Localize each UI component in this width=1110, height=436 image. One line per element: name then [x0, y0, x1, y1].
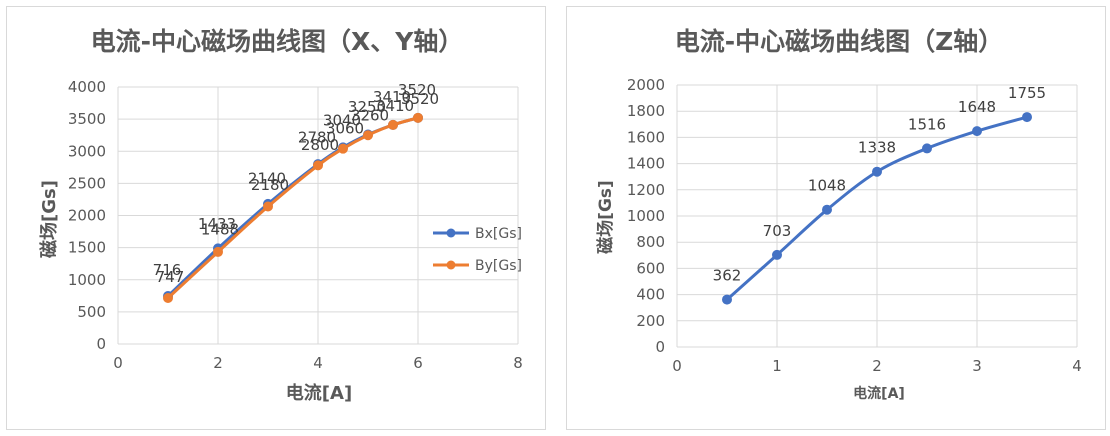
x-tick-label: 2: [872, 357, 882, 375]
y-tick-label: 1400: [627, 155, 665, 173]
y-tick-label: 1000: [627, 207, 665, 225]
chart-panel-xy: 电流-中心磁场曲线图（X、Y轴） 电流[A] 磁场[Gs] 0 500 1000 15…: [6, 6, 546, 430]
x-tick-label: 6: [413, 354, 423, 372]
y-axis-title: 磁场[Gs]: [38, 180, 60, 258]
y-tick-label: 4000: [68, 78, 106, 96]
data-point: [722, 294, 732, 305]
data-point: [1022, 112, 1032, 123]
y-tick-label: 2500: [68, 174, 106, 192]
y-tick-label: 1800: [627, 102, 665, 120]
data-point: [313, 160, 323, 171]
data-label: 747: [156, 268, 185, 286]
x-tick-label: 3: [972, 357, 982, 375]
data-label: 2800: [301, 136, 339, 154]
data-label: 3410: [376, 97, 414, 115]
data-point: [363, 130, 373, 141]
data-point: [772, 249, 782, 260]
chart-panel-z: 电流-中心磁场曲线图（Z轴） 电流[A] 磁场[Gs] 0 200 400 600 80…: [566, 6, 1106, 430]
data-point: [413, 112, 423, 123]
legend-label: Bx[Gs]: [475, 226, 522, 242]
y-tick-label: 800: [636, 233, 665, 251]
data-label: 1048: [808, 177, 846, 195]
data-label: 1433: [198, 215, 236, 233]
y-tick-label: 1500: [68, 239, 106, 257]
y-tick-label: 500: [77, 303, 106, 321]
data-label: 716: [153, 261, 182, 279]
data-point: [872, 166, 882, 177]
data-label: 1648: [958, 98, 996, 116]
data-label: 3410: [373, 88, 411, 106]
y-tick-label: 1000: [68, 271, 106, 289]
data-label: 1755: [1008, 84, 1046, 102]
data-label: 1338: [858, 139, 896, 157]
data-label: 3250: [348, 98, 386, 116]
data-point: [922, 143, 932, 154]
y-tick-label: 2000: [68, 207, 106, 225]
x-tick-label: 0: [113, 354, 123, 372]
data-label: 2780: [298, 128, 336, 146]
data-label: 2140: [248, 170, 286, 188]
data-point: [338, 143, 348, 154]
chart-title: 电流-中心磁场曲线图（Z轴）: [675, 27, 1004, 56]
data-label: 362: [713, 267, 742, 285]
x-tick-label: 1: [772, 357, 782, 375]
data-label: 1488: [201, 220, 239, 238]
x-tick-label: 8: [513, 354, 523, 372]
data-label: 2180: [251, 176, 289, 194]
y-tick-label: 3000: [68, 142, 106, 160]
data-label: 3520: [401, 90, 439, 108]
legend-swatch-marker: [446, 260, 456, 270]
x-tick-label: 4: [313, 354, 323, 372]
data-point: [388, 119, 398, 130]
y-tick-label: 200: [636, 312, 665, 330]
y-tick-label: 1200: [627, 181, 665, 199]
chart-z-svg: 电流-中心磁场曲线图（Z轴） 电流[A] 磁场[Gs] 0 200 400 600 80…: [595, 27, 1082, 402]
y-tick-label: 600: [636, 259, 665, 277]
data-point: [972, 126, 982, 137]
data-label: 703: [763, 222, 792, 240]
y-tick-label: 2000: [627, 76, 665, 94]
data-label: 3060: [326, 119, 364, 137]
data-label: 3260: [351, 107, 389, 125]
x-tick-label: 2: [213, 354, 223, 372]
x-axis-title: 电流[A]: [286, 382, 352, 404]
chart-title: 电流-中心磁场曲线图（X、Y轴）: [91, 27, 464, 56]
data-point: [163, 292, 173, 303]
data-point: [263, 201, 273, 212]
y-tick-label: 1600: [627, 128, 665, 146]
chart-xy-svg: 电流-中心磁场曲线图（X、Y轴） 电流[A] 磁场[Gs] 0 500 1000 15…: [38, 27, 523, 404]
y-tick-label: 400: [636, 286, 665, 304]
x-tick-label: 0: [672, 357, 682, 375]
y-axis-title: 磁场[Gs]: [595, 180, 616, 254]
series-line: [166, 116, 419, 298]
x-axis-title: 电流[A]: [853, 385, 905, 402]
series-line: [166, 116, 419, 300]
data-label: 3040: [323, 112, 361, 130]
data-label: 3520: [398, 81, 436, 99]
y-tick-label: 0: [96, 335, 106, 353]
y-tick-label: 0: [655, 338, 665, 356]
y-tick-label: 3500: [68, 110, 106, 128]
data-label: 1516: [908, 115, 946, 133]
data-point: [213, 246, 223, 257]
legend-swatch-marker: [446, 228, 456, 238]
x-tick-label: 4: [1072, 357, 1082, 375]
data-point: [822, 204, 832, 215]
legend-label: By[Gs]: [475, 258, 522, 274]
